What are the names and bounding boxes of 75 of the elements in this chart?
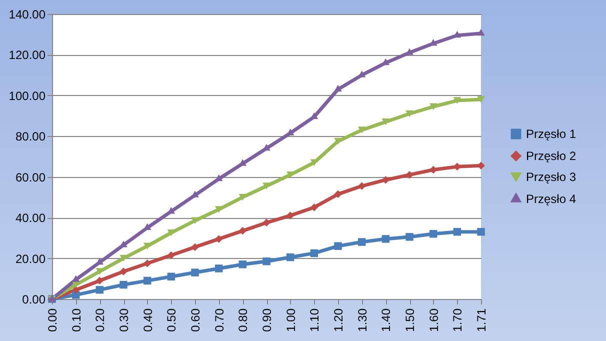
point xyxy=(96,286,104,294)
y-tick-label: 20.00 xyxy=(15,252,46,266)
point xyxy=(143,260,152,268)
y-tick-label: 0.00 xyxy=(22,292,46,306)
x-tick-label: 0.60 xyxy=(188,308,202,332)
point xyxy=(191,217,199,224)
y-tick-label: 120.00 xyxy=(8,48,46,62)
point xyxy=(477,228,485,236)
y-tick-label: 80.00 xyxy=(15,130,46,144)
point xyxy=(214,264,223,272)
point xyxy=(477,28,485,36)
x-tick-label: 0.80 xyxy=(236,308,250,332)
legend-label: Przęsło 2 xyxy=(526,149,576,163)
point xyxy=(453,97,462,104)
point xyxy=(191,243,199,251)
point xyxy=(334,242,342,250)
point xyxy=(214,235,223,243)
point xyxy=(382,235,390,243)
point xyxy=(310,249,318,258)
point xyxy=(191,268,199,276)
point xyxy=(382,118,390,126)
point xyxy=(238,226,247,235)
point xyxy=(406,170,414,179)
y-tick-label: 100.00 xyxy=(8,88,46,103)
point xyxy=(358,126,366,134)
point xyxy=(167,251,176,260)
point xyxy=(120,268,128,276)
x-tick-label: 0.10 xyxy=(69,308,84,332)
x-tick-label: 1.50 xyxy=(403,308,417,332)
legend-label: Przęsło 4 xyxy=(526,192,576,206)
point xyxy=(334,138,342,145)
point xyxy=(262,218,270,227)
legend-label: Przęsło 3 xyxy=(526,170,576,184)
point xyxy=(72,275,80,282)
point xyxy=(143,276,152,285)
x-tick-label: 0.70 xyxy=(212,308,226,332)
point xyxy=(238,194,247,201)
point xyxy=(334,84,342,92)
point xyxy=(262,182,270,190)
point xyxy=(310,204,318,212)
point xyxy=(167,272,176,280)
x-tick-label: 0.90 xyxy=(260,308,274,332)
point xyxy=(238,260,247,268)
x-tick-label: 1.70 xyxy=(450,308,465,332)
y-tick-label: 60.00 xyxy=(15,170,46,184)
legend-label: Przęsło 1 xyxy=(526,127,576,141)
point xyxy=(429,103,438,110)
point xyxy=(406,233,414,241)
point xyxy=(286,212,294,220)
x-tick-label: 1.10 xyxy=(308,308,322,332)
point xyxy=(358,182,366,190)
point xyxy=(72,286,80,294)
point xyxy=(358,238,366,246)
x-tick-label: 0.40 xyxy=(140,308,155,332)
x-tick-label: 1.00 xyxy=(284,308,298,332)
x-tick-label: 1.30 xyxy=(355,308,370,332)
x-tick-label: 1.20 xyxy=(332,308,346,332)
point xyxy=(120,280,128,289)
point xyxy=(453,228,462,236)
x-tick-label: 1.40 xyxy=(379,308,394,332)
x-tick-label: 0.20 xyxy=(93,308,108,332)
x-tick-label: 0.50 xyxy=(164,308,179,332)
x-tick-label: 1.71 xyxy=(474,308,488,332)
point xyxy=(96,276,104,285)
point xyxy=(286,253,294,262)
point xyxy=(262,257,270,266)
point xyxy=(477,96,485,103)
x-tick-label: 0.30 xyxy=(117,308,131,332)
x-tick-label: 1.60 xyxy=(426,308,441,332)
point xyxy=(334,190,342,198)
point xyxy=(429,230,438,238)
point xyxy=(120,254,128,262)
point xyxy=(406,110,414,118)
y-tick-label: 40.00 xyxy=(15,211,46,226)
y-tick-label: 140.00 xyxy=(8,8,46,22)
